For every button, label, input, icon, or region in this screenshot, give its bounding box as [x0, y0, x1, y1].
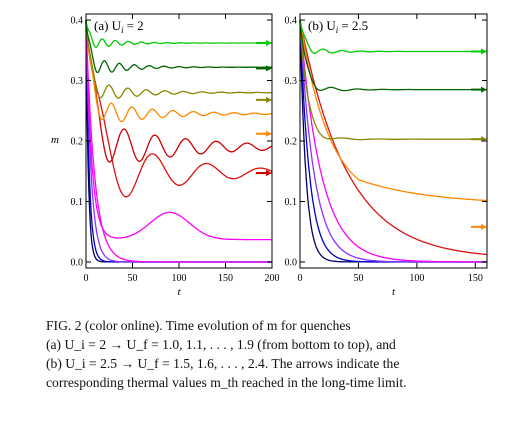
y-tick-label: 0.1	[71, 197, 84, 208]
x-tick-label: 100	[172, 273, 187, 284]
series-line	[85, 19, 273, 198]
series-line	[85, 19, 272, 74]
series-line	[85, 19, 272, 263]
panel-b: 0 50 100 150 0.0 0.1 0.2 0.3 0.4 t (b) Ui = 2.5	[285, 13, 488, 298]
y-axis-label: m	[51, 134, 59, 146]
series-line	[85, 19, 273, 99]
x-tick-label: 200	[265, 273, 280, 284]
thermal-arrow-head	[266, 96, 272, 103]
series-line	[299, 19, 488, 256]
plot-frame	[85, 13, 273, 269]
series-line	[299, 19, 487, 202]
caption-line-4: corresponding thermal values m_th reache…	[46, 375, 407, 390]
series-line	[299, 19, 487, 92]
y-tick-label: 0.3	[71, 76, 84, 87]
figure-caption: FIG. 2 (color online). Time evolution of…	[46, 316, 496, 392]
x-tick-label: 0	[298, 273, 303, 284]
series-line	[299, 19, 487, 263]
thermal-arrow-head	[266, 170, 272, 177]
panel-label: (b) Ui = 2.5	[308, 18, 368, 35]
x-tick-label: 100	[409, 273, 424, 284]
panel-label: (a) Ui = 2	[94, 18, 144, 35]
y-tick-label: 0.4	[71, 16, 84, 27]
x-tick-label: 0	[84, 273, 89, 284]
series-line	[85, 19, 272, 263]
series-line	[299, 19, 487, 141]
figure-2: m 0 50 100 150 200 0.0 0.1 0.2 0.3 0.4 t (a) Ui = 2 …	[51, 13, 488, 298]
caption-line-1: FIG. 2 (color online). Time evolution of…	[46, 318, 351, 333]
x-axis-label: t	[392, 286, 396, 298]
series-line	[299, 19, 487, 54]
x-axis-label: t	[177, 286, 181, 298]
series-line	[85, 19, 272, 263]
series-line	[85, 19, 272, 263]
series-line	[85, 19, 273, 163]
thermal-arrow-head	[481, 48, 487, 55]
x-tick-label: 150	[218, 273, 233, 284]
y-tick-label: 0.1	[285, 197, 298, 208]
y-tick-label: 0.0	[71, 257, 84, 268]
thermal-arrow-head	[481, 223, 487, 230]
caption-line-2: (a) U_i = 2 → U_f = 1.0, 1.1, . . . , 1.…	[46, 337, 396, 352]
series-line	[85, 19, 273, 123]
x-tick-label: 50	[353, 273, 363, 284]
y-tick-label: 0.4	[285, 16, 298, 27]
thermal-arrow-head	[266, 130, 272, 137]
x-tick-label: 150	[468, 273, 483, 284]
thermal-arrow-head	[481, 86, 487, 93]
y-tick-label: 0.0	[285, 257, 298, 268]
y-tick-label: 0.3	[285, 76, 298, 87]
series-line	[85, 19, 272, 49]
y-tick-label: 0.2	[71, 137, 84, 148]
series-line	[299, 19, 487, 263]
panel-a: 0 50 100 150 200 0.0 0.1 0.2 0.3 0.4 t (a) Ui = 2	[71, 13, 280, 298]
series-line	[85, 19, 272, 241]
thermal-arrow-head	[266, 40, 272, 47]
y-tick-label: 0.2	[285, 137, 298, 148]
x-tick-label: 50	[128, 273, 138, 284]
thermal-arrow-head	[266, 65, 272, 72]
caption-line-3: (b) U_i = 2.5 → U_f = 1.5, 1.6, . . . , …	[46, 356, 400, 371]
series-line	[299, 19, 487, 263]
series-line	[299, 19, 487, 263]
